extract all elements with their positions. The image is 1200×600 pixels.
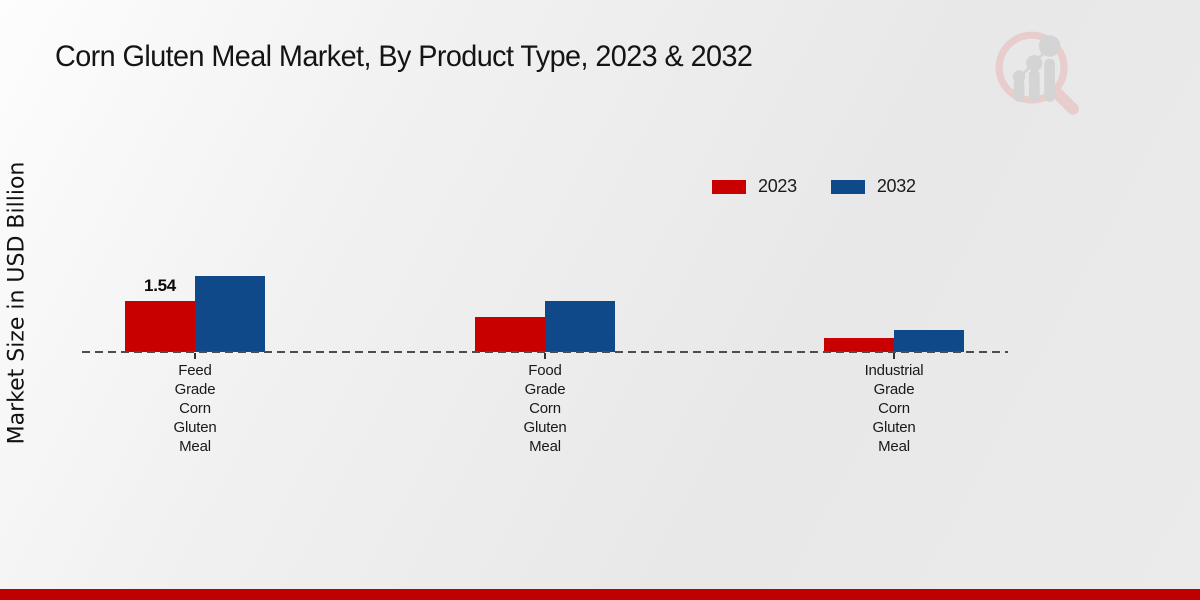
chart-title: Corn Gluten Meal Market, By Product Type… [55,40,753,73]
legend-swatch-2032 [830,179,865,194]
bar-2023-category-2 [824,338,894,352]
legend: 2023 2032 [712,176,916,197]
legend-label-2023: 2023 [758,176,797,196]
value-label-2023-category-0: 1.54 [144,276,176,295]
x-tick-0 [194,353,196,359]
zero-baseline-dashed [82,351,1008,353]
legend-swatch-2023 [712,179,746,194]
x-tick-2 [893,353,895,359]
bar-2023-category-0 [125,301,195,352]
x-tick-1 [544,353,546,359]
bar-2032-category-1 [545,301,615,352]
x-tick-label-0: Feed Grade Corn Gluten Meal [173,362,217,455]
legend-item-2032: 2032 [830,176,916,197]
legend-label-2032: 2032 [876,176,916,196]
bar-2032-category-2 [894,330,964,352]
x-tick-label-2: Industrial Grade Corn Gluten Meal [864,362,924,455]
x-tick-label-1: Food Grade Corn Gluten Meal [523,362,567,455]
magnifier-bar-chart-logo [995,31,1079,115]
bar-2032-category-0 [195,276,265,352]
footer-accent-bar [0,589,1200,600]
legend-item-2023: 2023 [712,176,797,197]
bar-2023-category-1 [475,317,545,352]
